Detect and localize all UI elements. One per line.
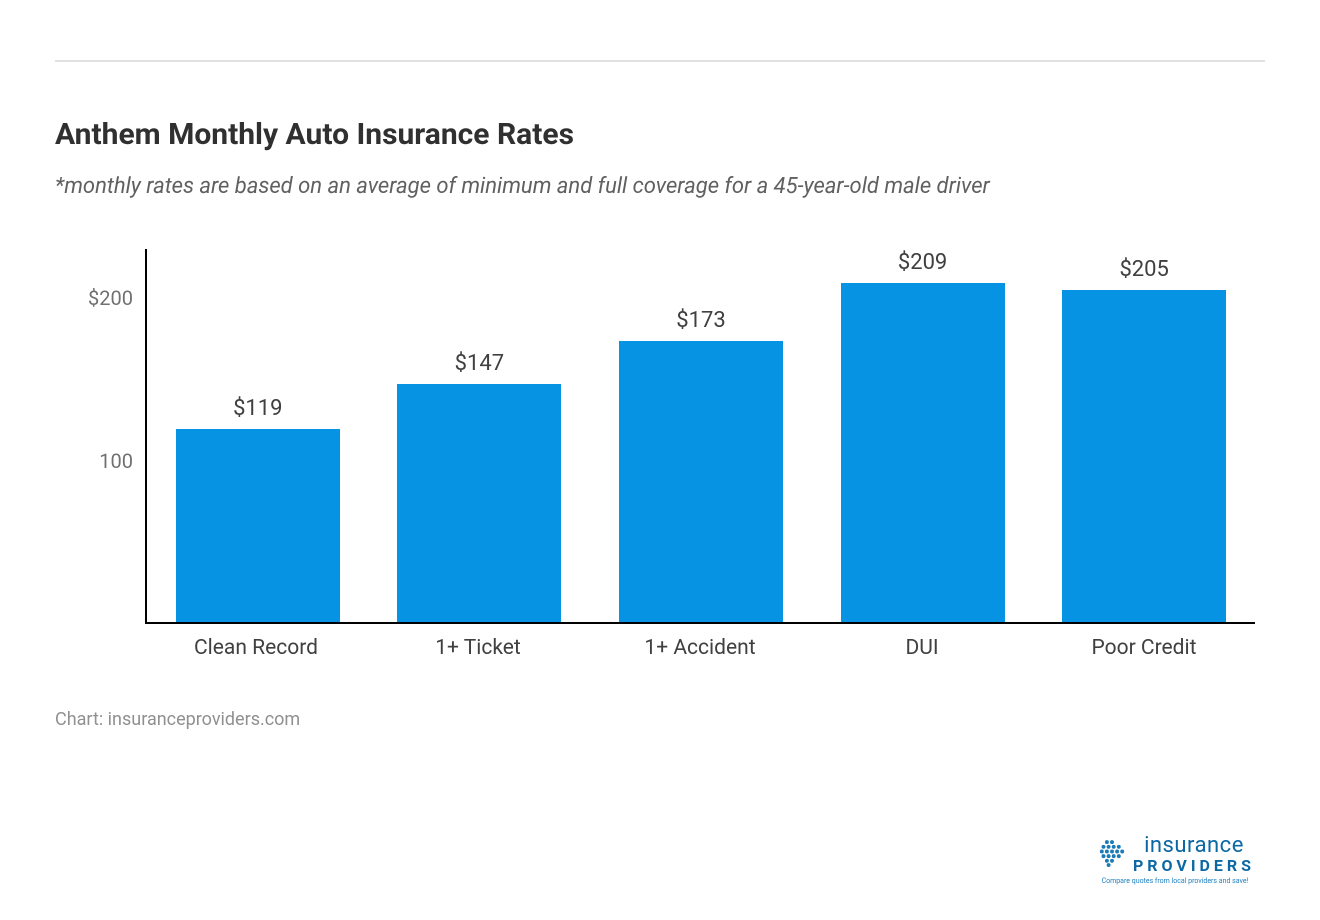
bar-rect (619, 341, 783, 622)
bar-value-label: $173 (676, 308, 725, 333)
bar-value-label: $147 (455, 351, 504, 376)
bars-group: $119 $147 $173 $209 $205 (147, 249, 1255, 622)
x-axis-label: 1+ Ticket (367, 624, 589, 669)
top-divider (55, 60, 1265, 62)
chart-credit: Chart: insuranceproviders.com (55, 709, 1265, 730)
chart-container: $119 $147 $173 $209 $205 100 $200 Clean Recor… (55, 249, 1265, 669)
plot-area: $119 $147 $173 $209 $205 (145, 249, 1255, 624)
x-axis-label: DUI (811, 624, 1033, 669)
y-axis-tick-label: 100 (55, 449, 133, 473)
bar-slot: $209 (812, 249, 1034, 622)
bar-slot: $119 (147, 249, 369, 622)
x-axis-labels: Clean Record1+ Ticket1+ AccidentDUIPoor … (145, 624, 1255, 669)
logo-dots-icon (1095, 837, 1129, 871)
logo-text-providers: PROVIDERS (1133, 856, 1255, 875)
bar-rect (1062, 290, 1226, 622)
logo-text-insurance: insurance (1133, 833, 1255, 858)
subtitle: *monthly rates are based on an average o… (55, 174, 1265, 199)
chart-title: Anthem Monthly Auto Insurance Rates (55, 117, 1265, 152)
bar-rect (841, 283, 1005, 622)
bar-value-label: $119 (233, 396, 282, 421)
bar-value-label: $205 (1119, 257, 1168, 282)
bar-rect (176, 429, 340, 622)
x-axis-label: Clean Record (145, 624, 367, 669)
bar-slot: $147 (369, 249, 591, 622)
y-axis-tick-label: $200 (55, 286, 133, 310)
bar-value-label: $209 (898, 250, 947, 275)
x-axis-label: 1+ Accident (589, 624, 811, 669)
bar-slot: $173 (590, 249, 812, 622)
logo-tagline: Compare quotes from local providers and … (1095, 877, 1255, 885)
bar-rect (397, 384, 561, 622)
x-axis-label: Poor Credit (1033, 624, 1255, 669)
brand-logo: insurance PROVIDERS Compare quotes from … (1095, 833, 1255, 885)
bar-slot: $205 (1033, 249, 1255, 622)
